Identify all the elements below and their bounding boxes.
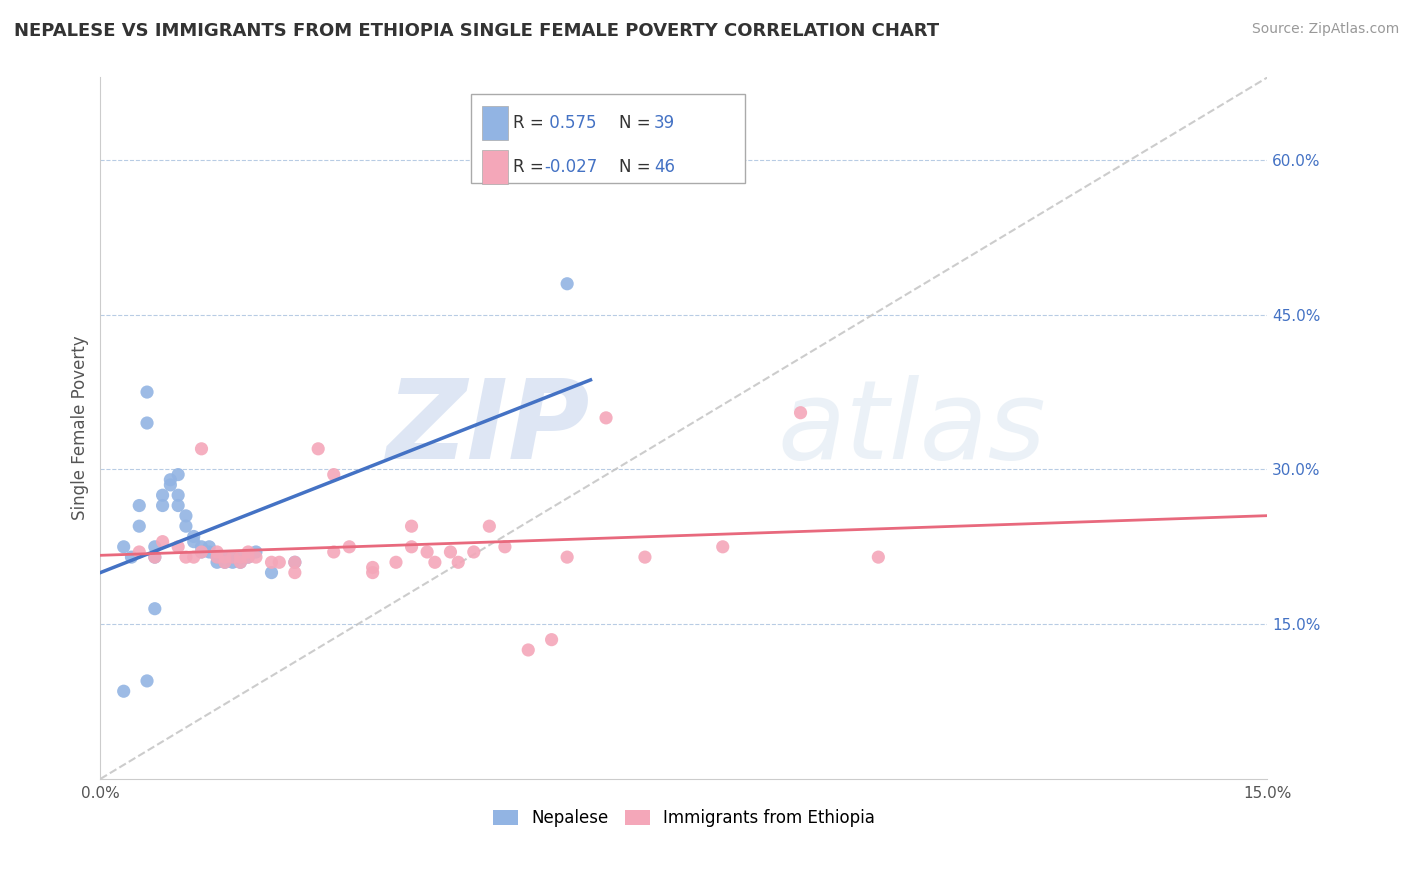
Point [361, 566, 384, 580]
Point [167, 499, 190, 513]
Point [190, 545, 212, 559]
Point [416, 545, 439, 559]
Point [190, 442, 212, 456]
Text: NEPALESE VS IMMIGRANTS FROM ETHIOPIA SINGLE FEMALE POVERTY CORRELATION CHART: NEPALESE VS IMMIGRANTS FROM ETHIOPIA SIN… [14, 22, 939, 40]
Point [152, 499, 174, 513]
Point [174, 519, 197, 533]
Point [128, 499, 150, 513]
Point [245, 550, 267, 565]
Point [205, 545, 228, 559]
Point [205, 555, 228, 569]
Point [868, 550, 890, 565]
Point [517, 643, 540, 657]
Y-axis label: Single Female Poverty: Single Female Poverty [72, 336, 89, 521]
Point [190, 540, 212, 554]
Point [238, 550, 260, 565]
Text: N =: N = [619, 158, 655, 176]
Point [478, 519, 501, 533]
Legend: Nepalese, Immigrants from Ethiopia: Nepalese, Immigrants from Ethiopia [486, 803, 882, 834]
Point [284, 566, 307, 580]
Point [136, 673, 159, 688]
Point [789, 406, 811, 420]
Point [284, 555, 307, 569]
Point [128, 519, 150, 533]
Point [190, 545, 212, 559]
Text: -0.027: -0.027 [544, 158, 598, 176]
Point [260, 566, 283, 580]
Point [159, 473, 181, 487]
Point [214, 550, 236, 565]
Point [284, 555, 307, 569]
Point [214, 550, 236, 565]
Point [183, 534, 205, 549]
Point [198, 540, 221, 554]
Point [214, 555, 236, 569]
Point [128, 545, 150, 559]
Point [174, 550, 197, 565]
Point [121, 550, 143, 565]
Point [307, 442, 329, 456]
Point [322, 545, 344, 559]
Point [540, 632, 562, 647]
Point [238, 550, 260, 565]
Text: R =: R = [513, 158, 550, 176]
Point [361, 560, 384, 574]
Text: atlas: atlas [778, 375, 1046, 482]
Point [439, 545, 461, 559]
Point [447, 555, 470, 569]
Point [205, 550, 228, 565]
Text: N =: N = [619, 114, 655, 132]
Point [229, 550, 252, 565]
Text: 39: 39 [654, 114, 675, 132]
Point [221, 550, 243, 565]
Point [205, 550, 228, 565]
Point [269, 555, 291, 569]
Point [167, 488, 190, 502]
Point [221, 555, 243, 569]
Point [595, 410, 617, 425]
Point [238, 545, 260, 559]
Point [152, 488, 174, 502]
Point [494, 540, 516, 554]
Point [183, 550, 205, 565]
Point [112, 540, 135, 554]
Point [322, 467, 344, 482]
Text: Source: ZipAtlas.com: Source: ZipAtlas.com [1251, 22, 1399, 37]
Point [112, 684, 135, 698]
Point [463, 545, 485, 559]
Text: 0.575: 0.575 [544, 114, 596, 132]
Point [136, 385, 159, 400]
Point [337, 540, 360, 554]
Point [174, 508, 197, 523]
Point [423, 555, 446, 569]
Point [143, 601, 166, 615]
Point [198, 545, 221, 559]
Point [555, 277, 578, 291]
Point [634, 550, 657, 565]
Point [229, 555, 252, 569]
Point [214, 555, 236, 569]
Point [229, 550, 252, 565]
Point [167, 540, 190, 554]
Point [260, 555, 283, 569]
Point [159, 478, 181, 492]
Point [229, 555, 252, 569]
Point [401, 519, 423, 533]
Point [183, 529, 205, 543]
Text: ZIP: ZIP [387, 375, 591, 482]
Point [221, 550, 243, 565]
Text: R =: R = [513, 114, 550, 132]
Point [136, 416, 159, 430]
Point [555, 550, 578, 565]
Point [143, 540, 166, 554]
Point [152, 534, 174, 549]
Text: 46: 46 [654, 158, 675, 176]
Point [401, 540, 423, 554]
Point [167, 467, 190, 482]
Point [143, 550, 166, 565]
Point [385, 555, 408, 569]
Point [711, 540, 734, 554]
Point [143, 550, 166, 565]
Point [245, 545, 267, 559]
